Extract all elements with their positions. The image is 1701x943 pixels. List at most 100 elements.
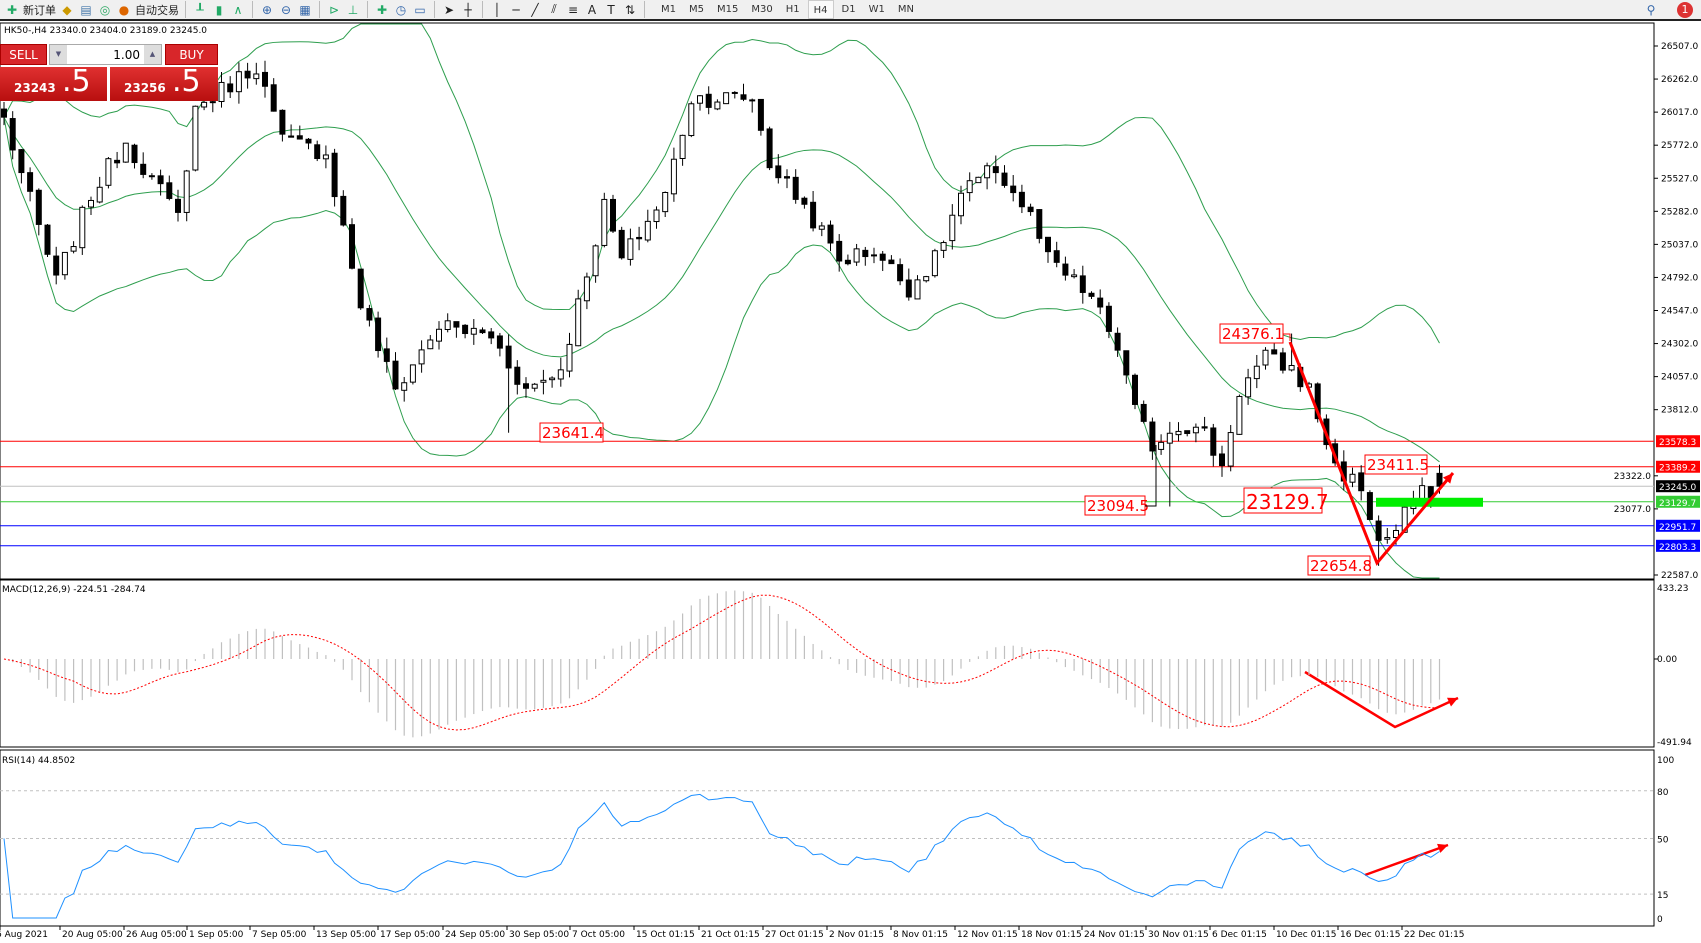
timeframe-w1[interactable]: W1 (868, 4, 885, 15)
candle-body (140, 163, 147, 175)
candle (18, 148, 25, 184)
equidistant-channel-icon[interactable]: ⫽ (551, 2, 557, 16)
candle (1079, 265, 1086, 304)
timeframe-d1[interactable]: D1 (841, 4, 856, 15)
text-icon[interactable]: A (587, 2, 597, 17)
candle (9, 111, 16, 160)
macd-label: MACD(12,26,9) -224.51 -284.74 (2, 585, 146, 595)
candle-body (914, 279, 921, 300)
time-label: 18 Nov 01:15 (1021, 930, 1082, 940)
candle (331, 148, 338, 207)
candle-body (61, 251, 68, 276)
horizontal-line-icon[interactable]: ─ (512, 2, 520, 17)
buy-price-button[interactable]: 23256 .5 (110, 64, 218, 101)
lot-increase-icon[interactable]: ▲ (144, 45, 161, 64)
candle-body (1079, 275, 1086, 293)
candle-body (1271, 349, 1278, 355)
new-order-button[interactable]: 新订单 (23, 3, 56, 17)
price-tick-label: 23322.0 (1614, 472, 1651, 482)
signals-icon[interactable]: ◎ (99, 2, 111, 17)
lot-size-input[interactable] (67, 47, 144, 62)
timeframe-h1[interactable]: H1 (785, 4, 800, 15)
line-chart-icon[interactable]: ∧ (233, 2, 243, 17)
meta-editor-icon[interactable]: ◆ (62, 2, 72, 17)
candle (949, 204, 956, 250)
candle (792, 169, 799, 204)
bar-chart-icon[interactable]: ┸ (196, 2, 204, 17)
candle (888, 255, 895, 265)
annotation-23094: 23094.5 (1087, 497, 1149, 515)
candle-body (827, 224, 834, 244)
terminal-icon[interactable]: ▤ (80, 2, 92, 17)
templates-icon[interactable]: ▭ (414, 2, 426, 17)
candle-body (1123, 350, 1130, 376)
candle (1105, 302, 1112, 339)
candle-body (1018, 191, 1025, 208)
price-marker-23578.3 (1656, 435, 1700, 448)
candle-body (288, 135, 295, 138)
candle-body (1219, 453, 1225, 467)
timeframe-m30[interactable]: M30 (751, 4, 773, 15)
timeframe-h4[interactable]: H4 (807, 0, 834, 19)
buy-button[interactable]: BUY (165, 44, 218, 65)
notifications-badge[interactable]: 1 (1677, 2, 1693, 18)
price-marker-23389.2 (1656, 460, 1700, 473)
auto-trading-button[interactable]: 自动交易 (135, 3, 179, 17)
timeframe-mn[interactable]: MN (897, 4, 914, 15)
macd-pane (0, 579, 1655, 748)
rsi-label: RSI(14) 44.8502 (2, 756, 75, 766)
indicators-icon[interactable]: ✚ (376, 2, 388, 17)
candle (1149, 417, 1156, 460)
timeframe-m15[interactable]: M15 (717, 4, 739, 15)
candle-body (183, 170, 190, 213)
candle-body (723, 92, 730, 105)
lot-size-stepper[interactable]: ▼ ▲ (49, 44, 162, 65)
crosshair-icon[interactable]: ┼ (464, 2, 472, 17)
sell-price-button[interactable]: 23243 .5 (0, 64, 107, 101)
arrows-icon[interactable]: ⇅ (624, 2, 636, 17)
timeframe-m5[interactable]: M5 (689, 4, 704, 15)
zoom-out-icon[interactable]: ⊖ (280, 2, 292, 17)
macd-arrow (1304, 670, 1459, 729)
trendline-icon[interactable]: ╱ (531, 2, 539, 17)
candle (35, 188, 42, 236)
candle-body (992, 166, 999, 174)
chart-shift-icon[interactable]: ⊳ (328, 2, 340, 17)
candle-body (636, 236, 643, 240)
new-order-icon[interactable]: ✚ (6, 2, 18, 17)
candle-body (1088, 292, 1095, 297)
periods-clock-icon[interactable]: ◷ (395, 2, 407, 17)
fibonacci-icon[interactable]: ≡ (567, 2, 579, 17)
timeframe-m1[interactable]: M1 (661, 4, 676, 15)
macd-max-label: 433.23 (1657, 584, 1689, 594)
candle (1349, 467, 1356, 488)
candle-body (227, 83, 234, 93)
candle (1097, 289, 1104, 315)
lot-decrease-icon[interactable]: ▼ (50, 45, 67, 64)
rsi-arrow-head (1437, 843, 1448, 853)
search-icon[interactable]: ⚲ (1646, 3, 1656, 17)
candle-body (1253, 365, 1260, 380)
zoom-in-icon[interactable]: ⊕ (261, 2, 273, 17)
candle (470, 319, 477, 345)
tile-windows-icon[interactable]: ▦ (299, 2, 311, 17)
candlestick-icon[interactable]: ▮ (215, 2, 223, 17)
price-tick-label: 24302.0 (1661, 340, 1698, 350)
candle (688, 101, 695, 138)
candle-body (1201, 426, 1208, 429)
candle-body (583, 276, 590, 302)
cursor-icon[interactable]: ➤ (443, 2, 455, 17)
auto-trading-icon[interactable]: ● (118, 2, 130, 17)
candle (879, 250, 886, 272)
candle (923, 275, 930, 283)
macd-signal-line (3, 594, 1440, 731)
candle (731, 91, 738, 99)
sell-button[interactable]: SELL (0, 44, 47, 65)
candle-body (784, 176, 790, 179)
candle-body (523, 383, 529, 389)
autoscroll-icon[interactable]: ⊥ (347, 2, 359, 17)
candle (653, 206, 660, 229)
vertical-line-icon[interactable]: │ (493, 2, 501, 17)
text-label-icon[interactable]: T (607, 2, 615, 17)
